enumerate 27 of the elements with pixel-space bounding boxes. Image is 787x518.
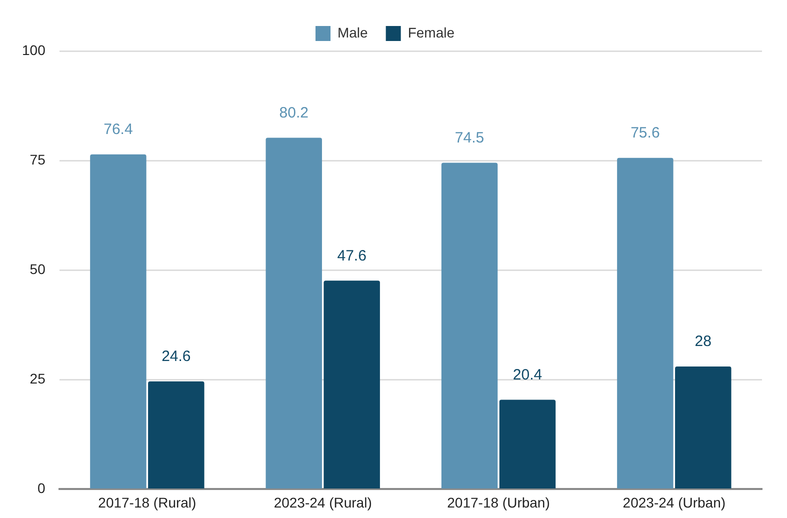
x-tick-label: 2017-18 (Rural) <box>98 494 196 510</box>
x-tick-label: 2023-24 (Rural) <box>274 494 372 510</box>
y-tick-label: 75 <box>30 151 46 168</box>
x-tick-label: 2023-24 (Urban) <box>622 494 726 510</box>
data-label: 28 <box>694 333 712 350</box>
data-label: 74.5 <box>454 129 484 146</box>
y-tick-label: 25 <box>30 370 46 387</box>
bar <box>324 280 380 488</box>
y-tick-label: 0 <box>38 480 46 496</box>
y-tick-label: 100 <box>22 42 46 58</box>
data-label: 24.6 <box>162 348 191 366</box>
data-label: 47.6 <box>337 247 366 264</box>
legend-label: Female <box>408 24 455 40</box>
data-label: 76.4 <box>104 121 133 138</box>
bar <box>617 158 674 488</box>
bar <box>266 138 322 488</box>
legend-label: Male <box>337 24 368 40</box>
data-label: 80.2 <box>279 104 308 122</box>
bar <box>90 154 146 488</box>
bar <box>499 400 556 488</box>
bar <box>675 366 732 488</box>
bar <box>441 162 498 488</box>
bar <box>148 381 204 488</box>
y-tick-label: 50 <box>30 260 46 277</box>
x-tick-label: 2017-18 (Urban) <box>447 494 550 510</box>
data-label: 75.6 <box>630 124 660 142</box>
data-label: 20.4 <box>512 366 542 384</box>
